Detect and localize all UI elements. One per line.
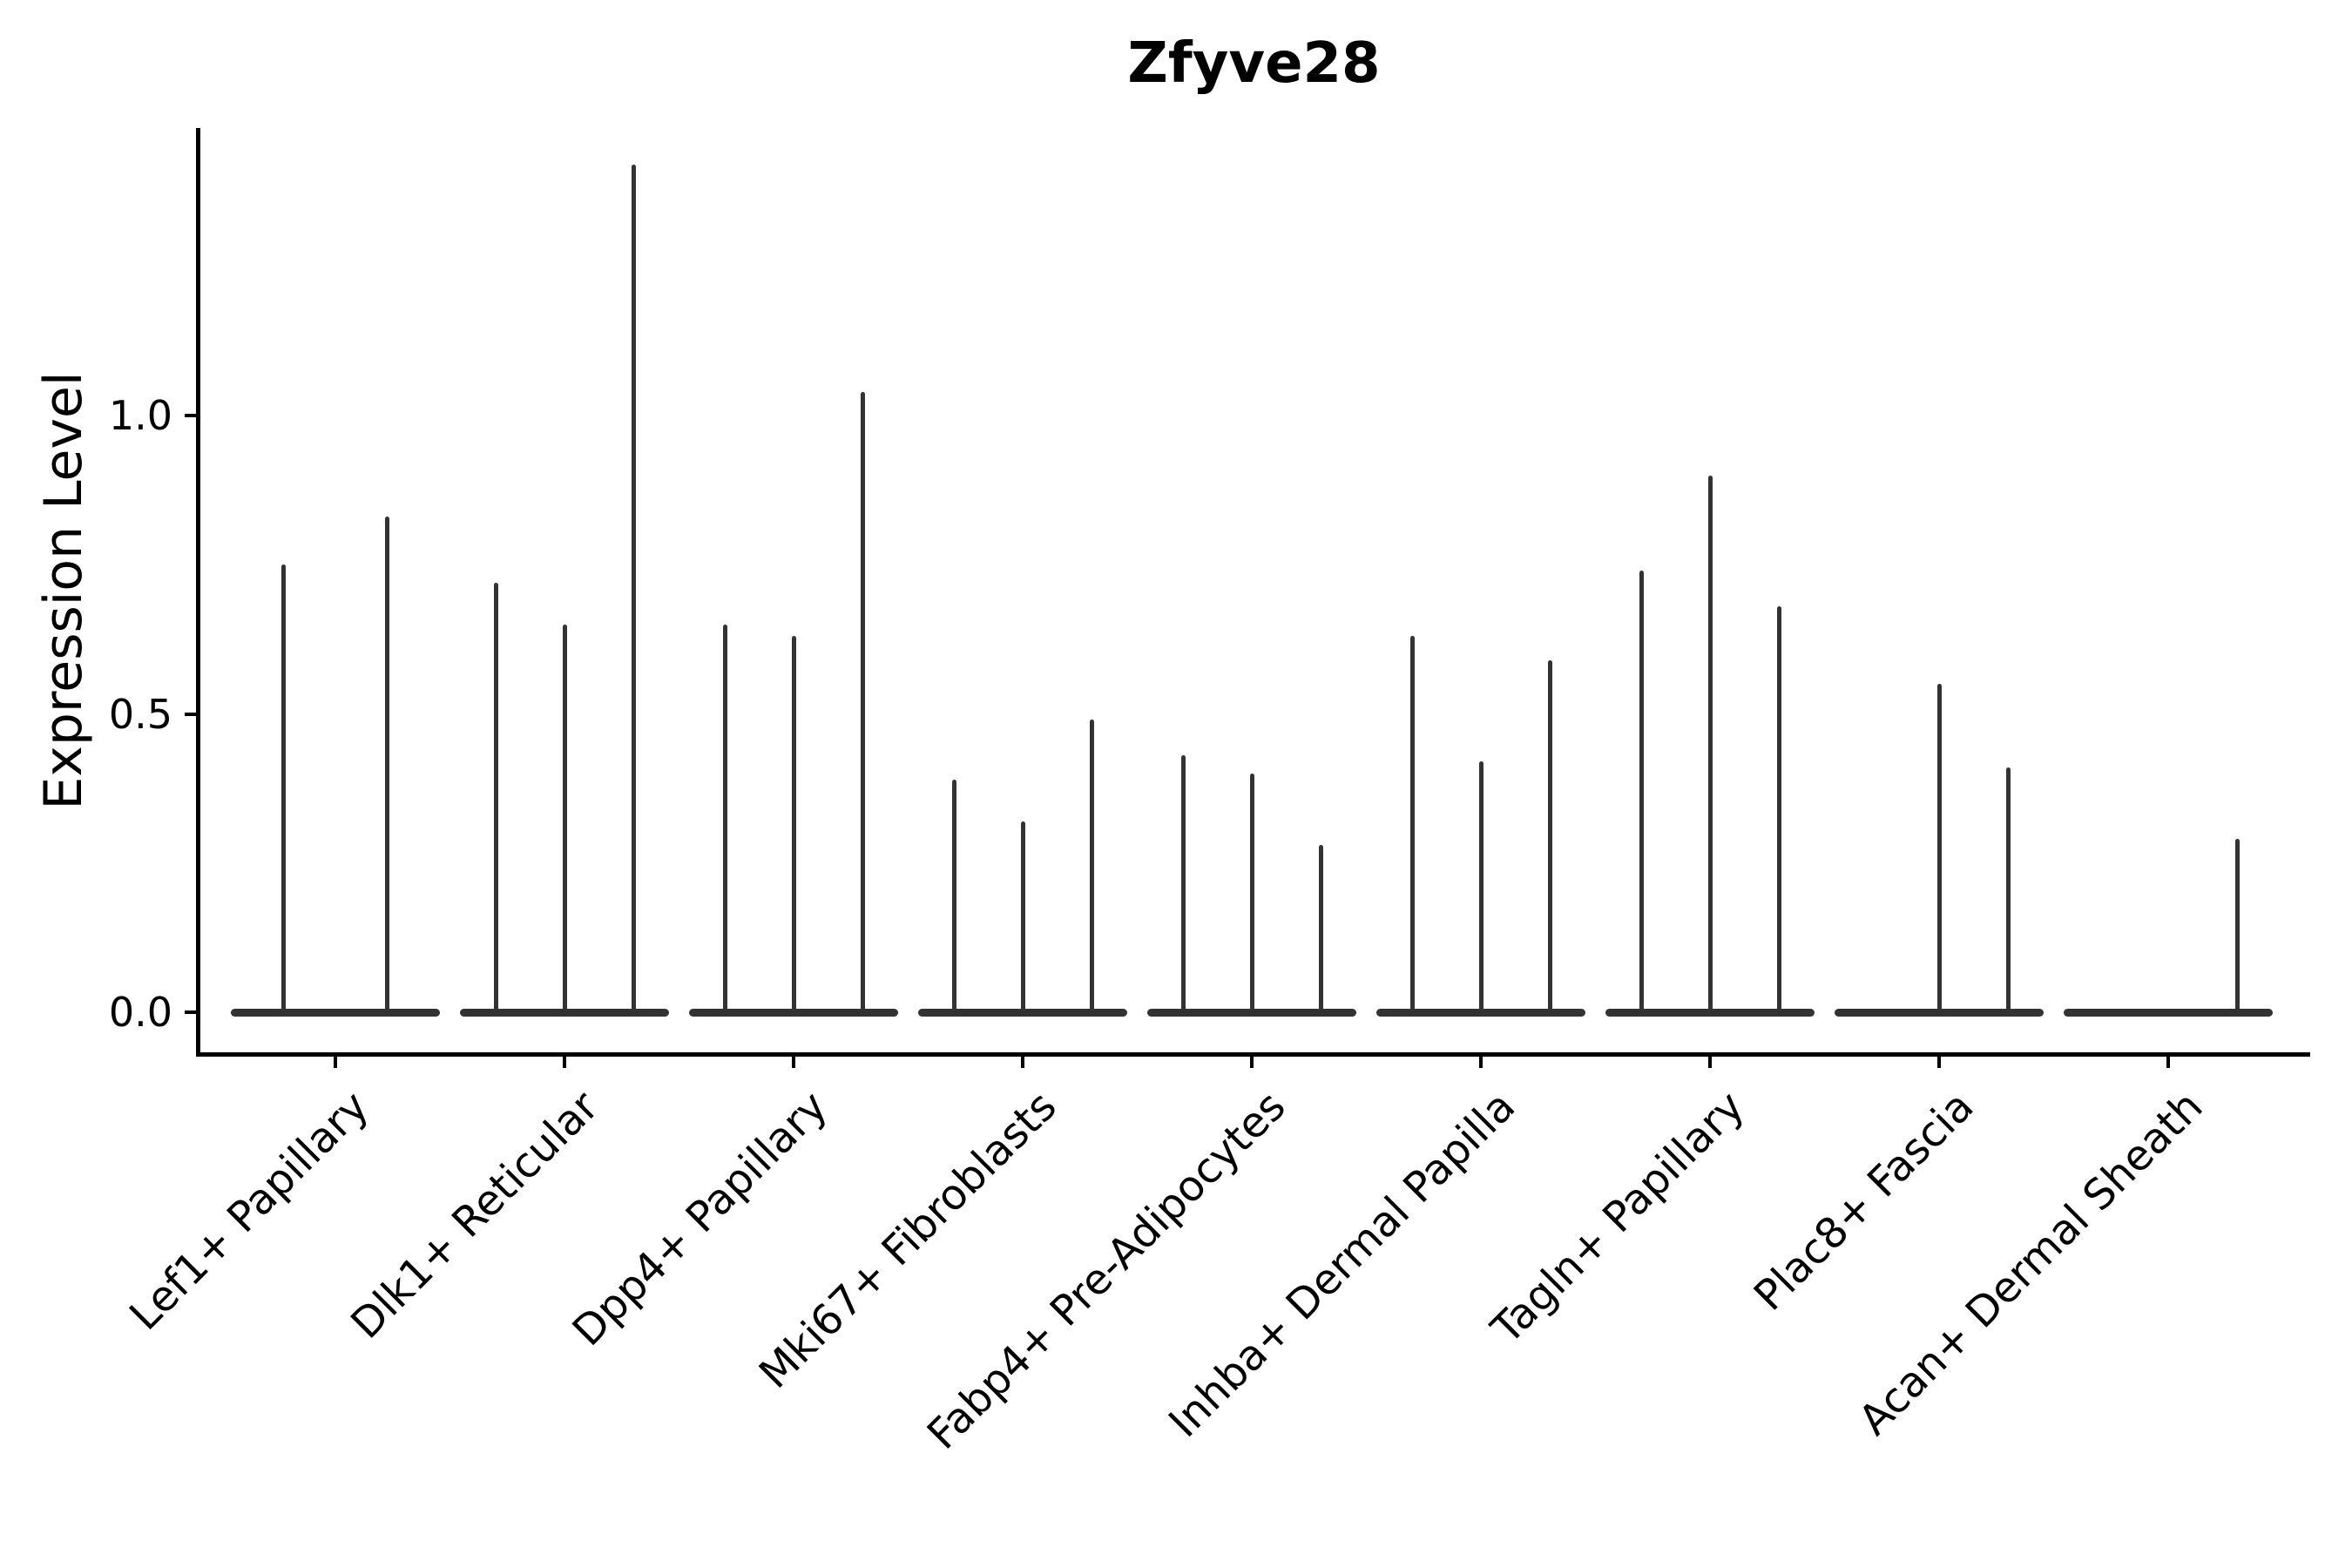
violin-spike — [1776, 606, 1781, 1017]
x-tick-mark — [334, 1054, 337, 1068]
y-axis-spine — [196, 128, 200, 1056]
violin-spike — [860, 391, 865, 1017]
violin-body — [2064, 1008, 2274, 1017]
violin-spike — [280, 564, 286, 1017]
violin-spike — [1547, 659, 1552, 1017]
x-tick-label: Plac8+ Fascia — [1744, 1082, 1984, 1321]
violin-spike — [1639, 571, 1644, 1017]
violin-spike — [493, 582, 498, 1017]
x-tick-mark — [1708, 1054, 1713, 1068]
violin-spike — [562, 624, 567, 1017]
violin-body — [231, 1008, 440, 1017]
y-tick-mark — [185, 1010, 198, 1014]
x-tick-mark — [563, 1054, 567, 1068]
violin-spike — [1020, 821, 1025, 1017]
y-tick-mark — [185, 414, 198, 417]
x-tick-mark — [792, 1054, 796, 1068]
violin-spike — [2005, 767, 2011, 1017]
x-tick-label: Tagln+ Papillary — [1482, 1082, 1754, 1354]
x-tick-label: Dlk1+ Reticular — [341, 1082, 608, 1348]
y-tick-label: 1.0 — [108, 392, 172, 439]
violin-spike — [631, 165, 636, 1017]
x-tick-label: Lef1+ Papillary — [120, 1082, 379, 1340]
violin-spike — [2234, 839, 2240, 1017]
violin-spike — [1180, 755, 1186, 1017]
chart-title: Zfyve28 — [1127, 31, 1381, 96]
violin-spike — [722, 624, 727, 1017]
violin-spike — [1249, 774, 1254, 1017]
x-tick-label: Dpp4+ Papillary — [563, 1082, 837, 1356]
x-tick-mark — [1479, 1054, 1484, 1068]
y-tick-mark — [185, 712, 198, 716]
y-tick-label: 0.0 — [108, 989, 172, 1036]
x-tick-mark — [1937, 1054, 1942, 1068]
violin-spike — [1409, 636, 1415, 1017]
violin-spike — [384, 517, 389, 1017]
violin-spike — [951, 779, 956, 1017]
x-tick-mark — [2166, 1054, 2171, 1068]
violin-spike — [1478, 761, 1484, 1017]
violin-spike — [1089, 720, 1094, 1017]
x-tick-mark — [1021, 1054, 1025, 1068]
violin-spike — [1707, 475, 1713, 1017]
violin-spike — [1318, 845, 1323, 1017]
violin-spike — [791, 636, 796, 1017]
violin-spike — [1936, 684, 1942, 1017]
x-tick-mark — [1250, 1054, 1254, 1068]
y-tick-label: 0.5 — [108, 690, 172, 738]
